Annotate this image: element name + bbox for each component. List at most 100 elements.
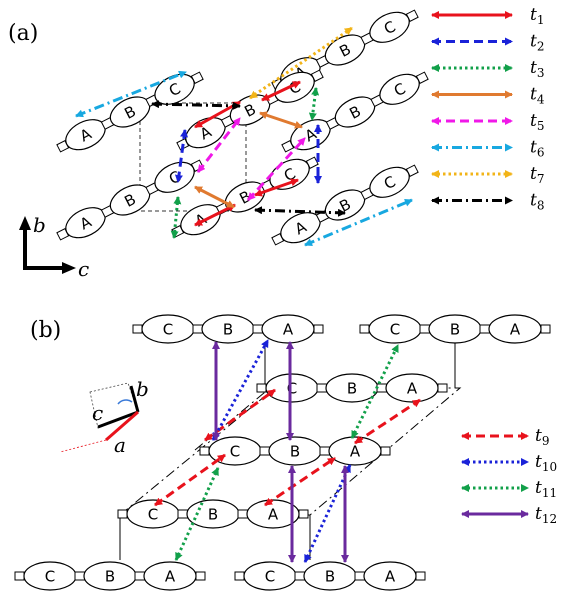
panel-b-label: (b) — [30, 318, 61, 343]
site-label-B: B — [450, 321, 460, 339]
arrow-t10 — [211, 339, 270, 441]
axis-label-b: b — [136, 377, 149, 401]
panel-a-label: (a) — [8, 21, 38, 46]
chain-end-cap — [234, 571, 245, 581]
chain-a-left-lower: ABC — [56, 159, 204, 241]
arrow-t1 — [194, 203, 236, 227]
axis-c-head — [62, 262, 76, 274]
arrow-t10 — [303, 464, 352, 563]
legend-symbol: t — [530, 111, 537, 131]
legend-symbol: t — [535, 478, 542, 498]
legend-subscript: 2 — [537, 40, 545, 54]
legend-subscript: 4 — [537, 93, 545, 107]
site-label-C: C — [265, 568, 275, 586]
arrow-t9 — [354, 398, 421, 445]
site-label-B: B — [325, 568, 335, 586]
arrow-t5 — [246, 136, 307, 202]
chain-end-cap — [117, 509, 128, 519]
legend-symbol: t — [535, 426, 542, 446]
axis-label-a: a — [114, 433, 126, 457]
legend-label-t11: t11 — [535, 478, 557, 500]
chain-end-cap — [132, 324, 143, 334]
triad-c — [97, 410, 139, 429]
legend-symbol: t — [530, 191, 537, 211]
legend-label-t12: t12 — [535, 504, 557, 526]
arrow-t4 — [259, 111, 303, 129]
legend-subscript: 7 — [537, 172, 545, 186]
chain-end-cap — [359, 324, 370, 334]
axis-label-c: c — [92, 401, 103, 425]
legend-label-t1: t1 — [530, 5, 544, 27]
arrow-t7 — [249, 26, 353, 100]
chain-end-cap — [14, 571, 25, 581]
site-label-A: A — [283, 321, 294, 339]
chain-end-cap — [313, 324, 324, 334]
molecule-site — [363, 561, 417, 591]
site-label-A: A — [268, 506, 279, 524]
chain-end-cap — [195, 571, 206, 581]
legend-subscript: 5 — [537, 119, 545, 133]
axis-bc-lines — [23, 226, 66, 270]
site-label-B: B — [347, 380, 357, 398]
legend-label-t4: t4 — [530, 85, 545, 107]
legend-label-t5: t5 — [530, 111, 544, 133]
arrow-t4 — [194, 185, 235, 209]
axis-b-head — [19, 216, 31, 230]
arrow-t11 — [350, 344, 400, 439]
site-label-A: A — [350, 443, 361, 461]
chain-end-cap — [298, 509, 309, 519]
triad-angle-arc — [117, 399, 133, 405]
legend-symbol: t — [535, 452, 542, 472]
site-label-B: B — [223, 321, 233, 339]
chain-end-cap — [415, 571, 426, 581]
legend-label-t2: t2 — [530, 32, 544, 54]
site-label-A: A — [407, 380, 418, 398]
site-label-B: B — [208, 506, 218, 524]
legend-symbol: t — [530, 32, 537, 52]
chain-end-cap — [437, 383, 448, 393]
site-label-B: B — [290, 443, 300, 461]
legend-symbol: t — [530, 58, 537, 78]
site-label-A: A — [165, 568, 176, 586]
arrow-t11 — [174, 467, 220, 561]
legend-symbol: t — [530, 164, 537, 184]
legend-symbol: t — [530, 138, 537, 158]
legend-subscript: 9 — [542, 434, 550, 448]
site-label-C: C — [163, 321, 173, 339]
legend-subscript: 10 — [542, 460, 557, 474]
molecule-site — [369, 166, 410, 198]
legend-label-t8: t8 — [530, 191, 544, 213]
legend-subscript: 3 — [537, 66, 545, 80]
triad-a — [105, 410, 139, 442]
arrow-t8 — [254, 206, 346, 217]
chain-end-cap — [199, 446, 210, 456]
legend-label-t3: t3 — [530, 58, 544, 80]
panel-labels: (a) (b) — [8, 21, 61, 343]
arrow-t8 — [151, 100, 241, 110]
legend-subscript: 11 — [542, 486, 557, 500]
molecule-site — [379, 73, 420, 105]
site-label-C: C — [148, 506, 158, 524]
legend-symbol: t — [530, 85, 537, 105]
legend-label-t9: t9 — [535, 426, 549, 448]
arrow-t3 — [170, 196, 182, 239]
molecule-site — [143, 561, 197, 591]
legend-symbol: t — [535, 504, 542, 524]
legend-subscript: 12 — [542, 512, 557, 526]
triad-b — [129, 385, 140, 413]
arrow-t9 — [154, 453, 226, 507]
arrow-t5 — [196, 117, 242, 173]
site-label-A: A — [385, 568, 396, 586]
site-label-C: C — [230, 443, 240, 461]
site-label-C: C — [390, 321, 400, 339]
molecule-site — [369, 11, 410, 43]
chain-end-cap — [540, 324, 551, 334]
legend-subscript: 6 — [537, 146, 545, 160]
chain-end-cap — [256, 383, 267, 393]
